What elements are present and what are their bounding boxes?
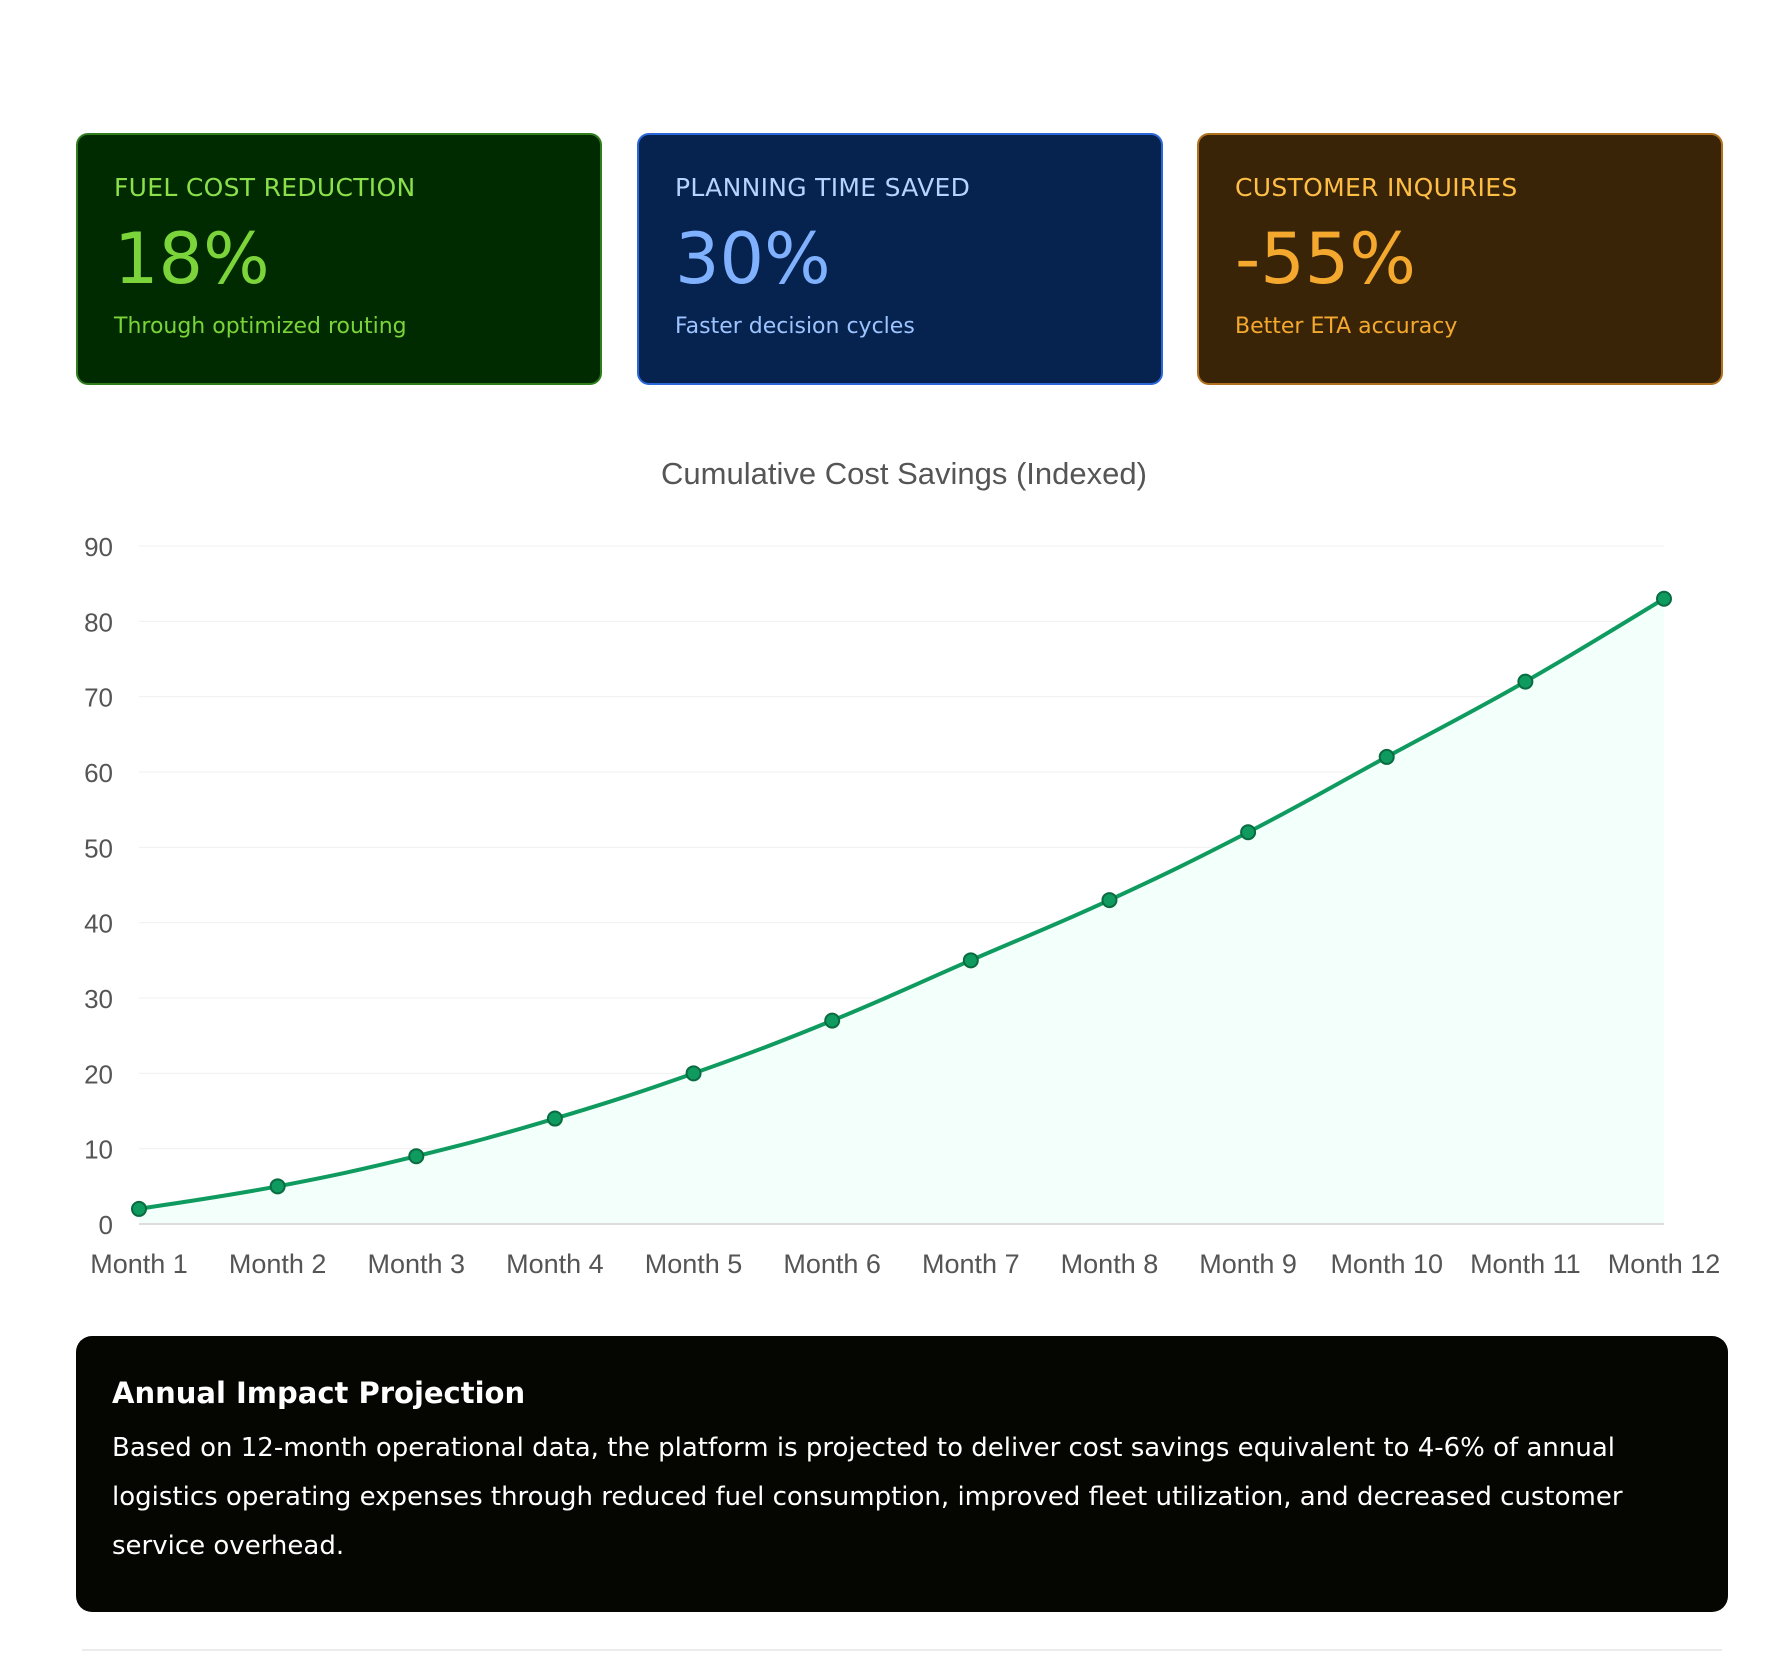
y-tick-label: 10 — [84, 1135, 113, 1165]
y-tick-label: 20 — [84, 1059, 113, 1089]
data-point — [546, 1110, 563, 1127]
x-tick-label: Month 1 — [90, 1249, 188, 1279]
x-tick-label: Month 4 — [506, 1249, 604, 1279]
data-point — [962, 952, 979, 969]
card-subtitle: Better ETA accuracy — [1235, 314, 1458, 339]
footer-divider — [82, 1649, 1722, 1651]
data-point — [131, 1200, 147, 1217]
data-point — [1378, 748, 1395, 765]
card-value: 18% — [114, 218, 270, 300]
planning-time-card: PLANNING TIME SAVED 30% Faster decision … — [637, 133, 1163, 385]
y-tick-label: 50 — [84, 833, 113, 863]
chart-points — [131, 590, 1672, 1217]
y-tick-label: 30 — [84, 984, 113, 1014]
impact-title: Annual Impact Projection — [112, 1376, 526, 1410]
chart-title: Cumulative Cost Savings (Indexed) — [661, 456, 1147, 491]
card-label: FUEL COST REDUCTION — [114, 173, 416, 202]
data-point — [1101, 892, 1118, 909]
card-subtitle: Through optimized routing — [114, 314, 407, 339]
impact-body: Based on 12-month operational data, the … — [112, 1433, 1623, 1561]
chart-area — [138, 597, 1666, 1224]
kpi-cards: FUEL COST REDUCTION 18% Through optimize… — [76, 133, 1726, 389]
fuel-cost-card: FUEL COST REDUCTION 18% Through optimize… — [76, 133, 602, 385]
y-tick-label: 90 — [84, 532, 113, 562]
x-tick-label: Month 3 — [367, 1249, 465, 1279]
y-tick-label: 0 — [99, 1210, 113, 1240]
data-point — [1517, 673, 1534, 690]
x-tick-label: Month 9 — [1199, 1249, 1297, 1279]
chart-axes: 0 10 20 30 40 50 60 70 80 90 Month 1 Month 2 Month 3… — [84, 532, 1720, 1279]
card-subtitle: Faster decision cycles — [675, 314, 915, 339]
x-tick-label: Month 5 — [645, 1249, 743, 1279]
y-tick-label: 60 — [84, 758, 113, 788]
x-tick-label: Month 2 — [229, 1249, 327, 1279]
data-point — [824, 1012, 841, 1029]
data-point — [1240, 824, 1257, 841]
data-point — [1656, 590, 1672, 607]
x-tick-label: Month 12 — [1608, 1249, 1721, 1279]
data-point — [269, 1178, 286, 1195]
chart-grid — [139, 545, 1664, 1150]
x-tick-label: Month 10 — [1330, 1249, 1443, 1279]
area-fill — [139, 598, 1664, 1224]
annual-impact-panel: Annual Impact Projection Based on 12-mon… — [76, 1336, 1728, 1612]
y-tick-label: 70 — [84, 683, 113, 713]
x-tick-label: Month 6 — [783, 1249, 881, 1279]
cost-savings-chart: Cumulative Cost Savings (Indexed) 0 10 20 3… — [84, 456, 1720, 1279]
card-label: CUSTOMER INQUIRIES — [1235, 173, 1518, 202]
x-tick-label: Month 8 — [1061, 1249, 1159, 1279]
data-point — [685, 1065, 702, 1082]
card-value: -55% — [1235, 218, 1416, 300]
y-tick-label: 80 — [84, 607, 113, 637]
card-label: PLANNING TIME SAVED — [675, 173, 971, 202]
y-tick-label: 40 — [84, 909, 113, 939]
x-tick-label: Month 7 — [922, 1249, 1020, 1279]
customer-inquiries-card: CUSTOMER INQUIRIES -55% Better ETA accur… — [1197, 133, 1723, 385]
x-tick-label: Month 11 — [1470, 1249, 1581, 1279]
data-point — [408, 1148, 425, 1165]
card-value: 30% — [675, 218, 831, 300]
